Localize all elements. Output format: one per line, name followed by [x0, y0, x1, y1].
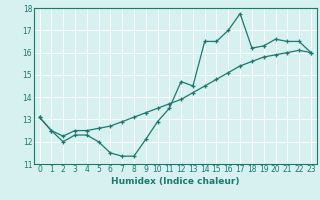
X-axis label: Humidex (Indice chaleur): Humidex (Indice chaleur)	[111, 177, 239, 186]
